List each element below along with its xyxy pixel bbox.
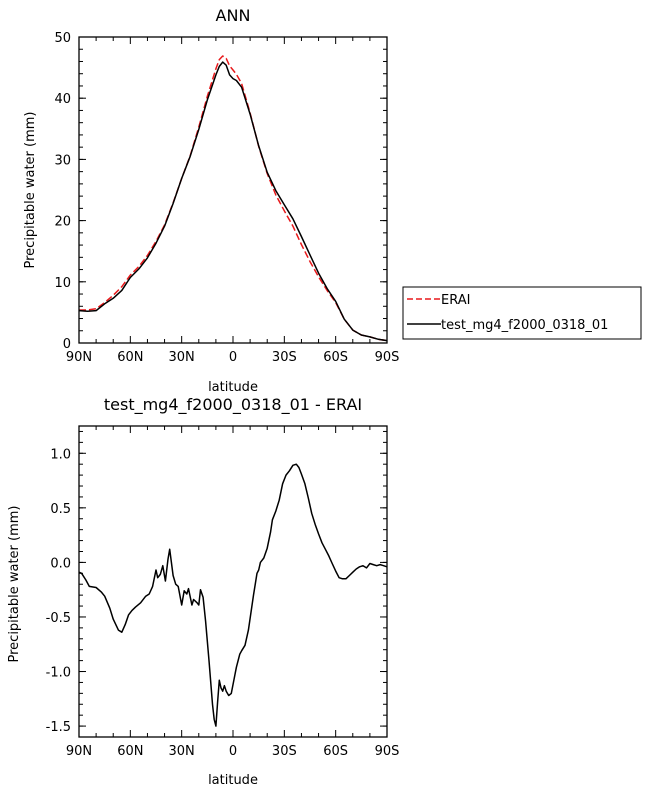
y-tick-label: 0.5 [50,502,71,517]
bottom-chart-x-axis-label: latitude [208,773,258,788]
x-tick-label: 30N [169,350,195,365]
series-line-erai [79,55,388,342]
legend-box [402,286,642,340]
top-chart-lines [78,55,388,342]
top-chart-y-axis-label: Precipitable water (mm) [23,112,38,269]
y-tick-label: 50 [54,31,71,46]
x-tick-label: 90S [375,744,400,759]
bottom-chart-lines [78,463,388,727]
y-tick-label: -0.5 [46,611,71,626]
top-chart-plot-frame [78,36,388,344]
series-line-difference [78,463,388,727]
x-tick-label: 90S [375,350,400,365]
y-tick-label: 10 [54,276,71,291]
y-tick-label: 0 [63,337,71,352]
bottom-chart-plot-frame [78,425,388,738]
legend-label-test: test_mg4_f2000_0318_01 [441,318,608,333]
y-tick-label: 0.0 [50,556,71,571]
top-panel: ANN Precipitable water (mm) latitude 90N… [23,6,399,395]
x-tick-label: 60N [117,744,143,759]
x-tick-label: 30N [169,744,195,759]
bottom-chart-ticks: 90N 60N 30N 0 30S 60S 90S -1.5 -1.0 -0.5 0.0 0.5 1.0 [46,426,400,759]
bottom-chart-y-axis-label: Precipitable water (mm) [7,506,22,663]
x-tick-label: 30S [272,350,297,365]
x-tick-label: 60S [323,350,348,365]
legend-label-erai: ERAI [441,293,470,308]
x-tick-label: 0 [229,744,237,759]
bottom-chart-title: test_mg4_f2000_0318_01 - ERAI [104,395,362,415]
y-tick-label: 40 [54,92,71,107]
y-tick-label: -1.5 [46,720,71,735]
x-tick-label: 90N [66,350,92,365]
top-chart-title: ANN [216,6,251,25]
y-tick-label: 1.0 [50,447,71,462]
y-tick-label: -1.0 [46,666,71,681]
bottom-panel: test_mg4_f2000_0318_01 - ERAI Precipitab… [7,395,399,788]
series-line-test-mg4-f2000-0318-01 [78,61,388,342]
top-chart-ticks: 90N 60N 30N 0 30S 60S 90S 0 10 20 30 40 50 [54,31,399,365]
legend: ERAI test_mg4_f2000_0318_01 [402,286,642,340]
x-tick-label: 60N [117,350,143,365]
y-tick-label: 30 [54,153,71,168]
y-tick-label: 20 [54,215,71,230]
x-tick-label: 60S [323,744,348,759]
x-tick-label: 30S [272,744,297,759]
x-tick-label: 0 [229,350,237,365]
x-tick-label: 90N [66,744,92,759]
top-chart-x-axis-label: latitude [208,380,258,395]
